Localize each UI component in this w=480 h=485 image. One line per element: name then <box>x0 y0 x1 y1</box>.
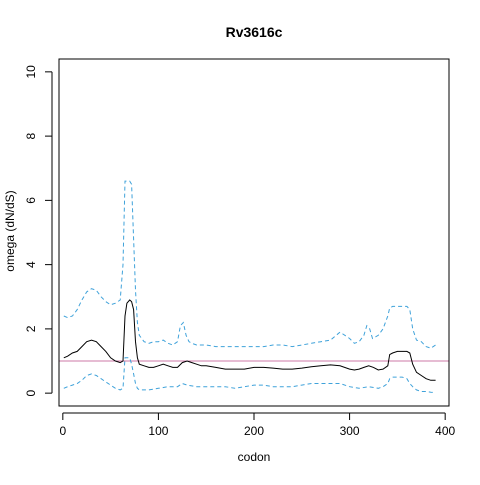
x-tick-label: 100 <box>148 424 168 438</box>
x-tick-label: 300 <box>340 424 360 438</box>
plot-frame <box>58 58 450 407</box>
x-axis-label: codon <box>238 450 271 464</box>
mean-series-line <box>63 299 436 381</box>
y-tick-label: 0 <box>24 389 38 396</box>
x-tick-label: 0 <box>59 424 66 438</box>
data-group <box>59 180 449 393</box>
y-tick-label: 10 <box>24 65 38 79</box>
chart-title: Rv3616c <box>226 24 283 40</box>
x-tick-label: 200 <box>244 424 264 438</box>
x-tick-label: 400 <box>435 424 455 438</box>
y-tick-label: 6 <box>24 197 38 204</box>
y-axis-label: omega (dN/dS) <box>3 190 17 271</box>
y-tick-label: 4 <box>24 261 38 268</box>
axes-group: 0 100 200 300 400 0 2 4 6 8 10 <box>24 65 456 438</box>
y-tick-label: 8 <box>24 132 38 139</box>
lower-series-line <box>63 357 436 393</box>
upper-series-line <box>63 180 436 349</box>
y-tick-label: 2 <box>24 325 38 332</box>
